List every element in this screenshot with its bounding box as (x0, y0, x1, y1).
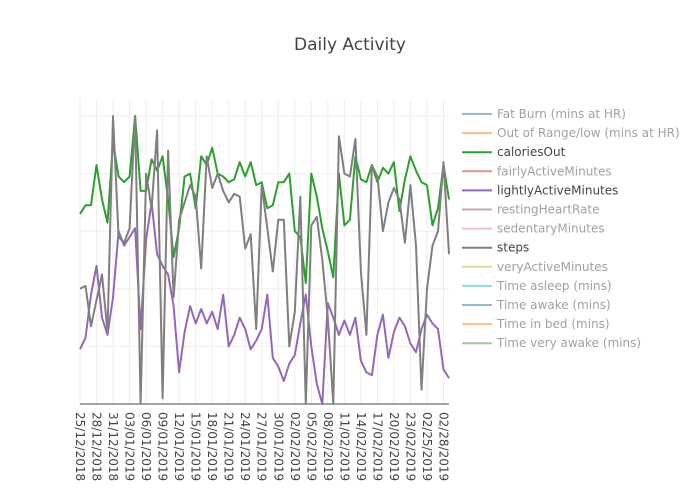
legend-label: sedentaryMinutes (497, 222, 605, 236)
legend-item-caloriesout[interactable]: caloriesOut (462, 145, 566, 159)
x-tick-label: 15/01/2019 (189, 412, 203, 481)
x-tick-label: 24/01/2019 (238, 412, 252, 481)
series-line-lightlyactiveminutes (79, 201, 450, 405)
series-line-caloriesout (79, 115, 450, 284)
x-tick-label: 12/01/2019 (172, 412, 186, 481)
legend-item-sedentaryminutes[interactable]: sedentaryMinutes (462, 222, 605, 236)
chart-title: Daily Activity (294, 35, 406, 55)
legend-item-out-of-range-low-mins-at-hr-[interactable]: Out of Range/low (mins at HR) (462, 126, 680, 140)
x-tick-label: 17/02/2019 (370, 412, 384, 481)
series-line-steps (79, 115, 450, 405)
legend-item-time-awake-mins-[interactable]: Time awake (mins) (462, 298, 611, 312)
x-tick-label: 08/02/2019 (321, 412, 335, 481)
legend-label: fairlyActiveMinutes (497, 164, 612, 178)
legend-label: Time in bed (mins) (496, 317, 610, 331)
legend-label: veryActiveMinutes (497, 260, 608, 274)
legend-label: Time awake (mins) (496, 298, 611, 312)
legend[interactable]: Fat Burn (mins at HR) Out of Range/low (m… (462, 107, 680, 350)
legend-item-time-very-awake-mins-[interactable]: Time very awake (mins) (462, 336, 641, 350)
legend-item-time-asleep-mins-[interactable]: Time asleep (mins) (462, 279, 612, 293)
x-axis-ticks: 25/12/2018 28/12/2018 31/12/2018 03/01/2019… (73, 412, 451, 481)
x-tick-label: 30/01/2019 (271, 412, 285, 481)
legend-item-fairlyactiveminutes[interactable]: fairlyActiveMinutes (462, 164, 612, 178)
legend-item-steps[interactable]: steps (462, 241, 529, 255)
legend-label: lightlyActiveMinutes (497, 183, 618, 197)
x-tick-label: 02/02/2019 (288, 412, 302, 481)
legend-label: Time very awake (mins) (496, 336, 641, 350)
x-tick-label: 20/02/2019 (387, 412, 401, 481)
legend-item-veryactiveminutes[interactable]: veryActiveMinutes (462, 260, 608, 274)
x-tick-label: 28/12/2018 (90, 412, 104, 481)
x-tick-label: 25/12/2018 (73, 412, 87, 481)
x-tick-label: 21/01/2019 (222, 412, 236, 481)
legend-item-restingheartrate[interactable]: restingHeartRate (462, 203, 599, 217)
legend-item-lightlyactiveminutes[interactable]: lightlyActiveMinutes (462, 183, 618, 197)
x-tick-label: 02/28/2019 (437, 412, 451, 481)
x-tick-label: 23/02/2019 (403, 412, 417, 481)
x-tick-label: 27/01/2019 (255, 412, 269, 481)
legend-item-fat-burn-mins-at-hr-[interactable]: Fat Burn (mins at HR) (462, 107, 626, 121)
x-tick-label: 11/02/2019 (337, 412, 351, 481)
legend-label: restingHeartRate (497, 203, 599, 217)
x-tick-label: 14/02/2019 (354, 412, 368, 481)
legend-label: Time asleep (mins) (496, 279, 612, 293)
x-tick-label: 31/12/2018 (106, 412, 120, 481)
x-tick-label: 06/01/2019 (139, 412, 153, 481)
x-tick-label: 02/25/2019 (420, 412, 434, 481)
x-tick-label: 18/01/2019 (205, 412, 219, 481)
legend-label: Fat Burn (mins at HR) (497, 107, 626, 121)
legend-label: steps (497, 241, 529, 255)
plot-area (79, 115, 450, 405)
x-tick-label: 09/01/2019 (156, 412, 170, 481)
x-tick-label: 03/01/2019 (123, 412, 137, 481)
legend-label: Out of Range/low (mins at HR) (497, 126, 680, 140)
legend-label: caloriesOut (497, 145, 566, 159)
x-tick-label: 05/02/2019 (304, 412, 318, 481)
legend-item-time-in-bed-mins-[interactable]: Time in bed (mins) (462, 317, 610, 331)
